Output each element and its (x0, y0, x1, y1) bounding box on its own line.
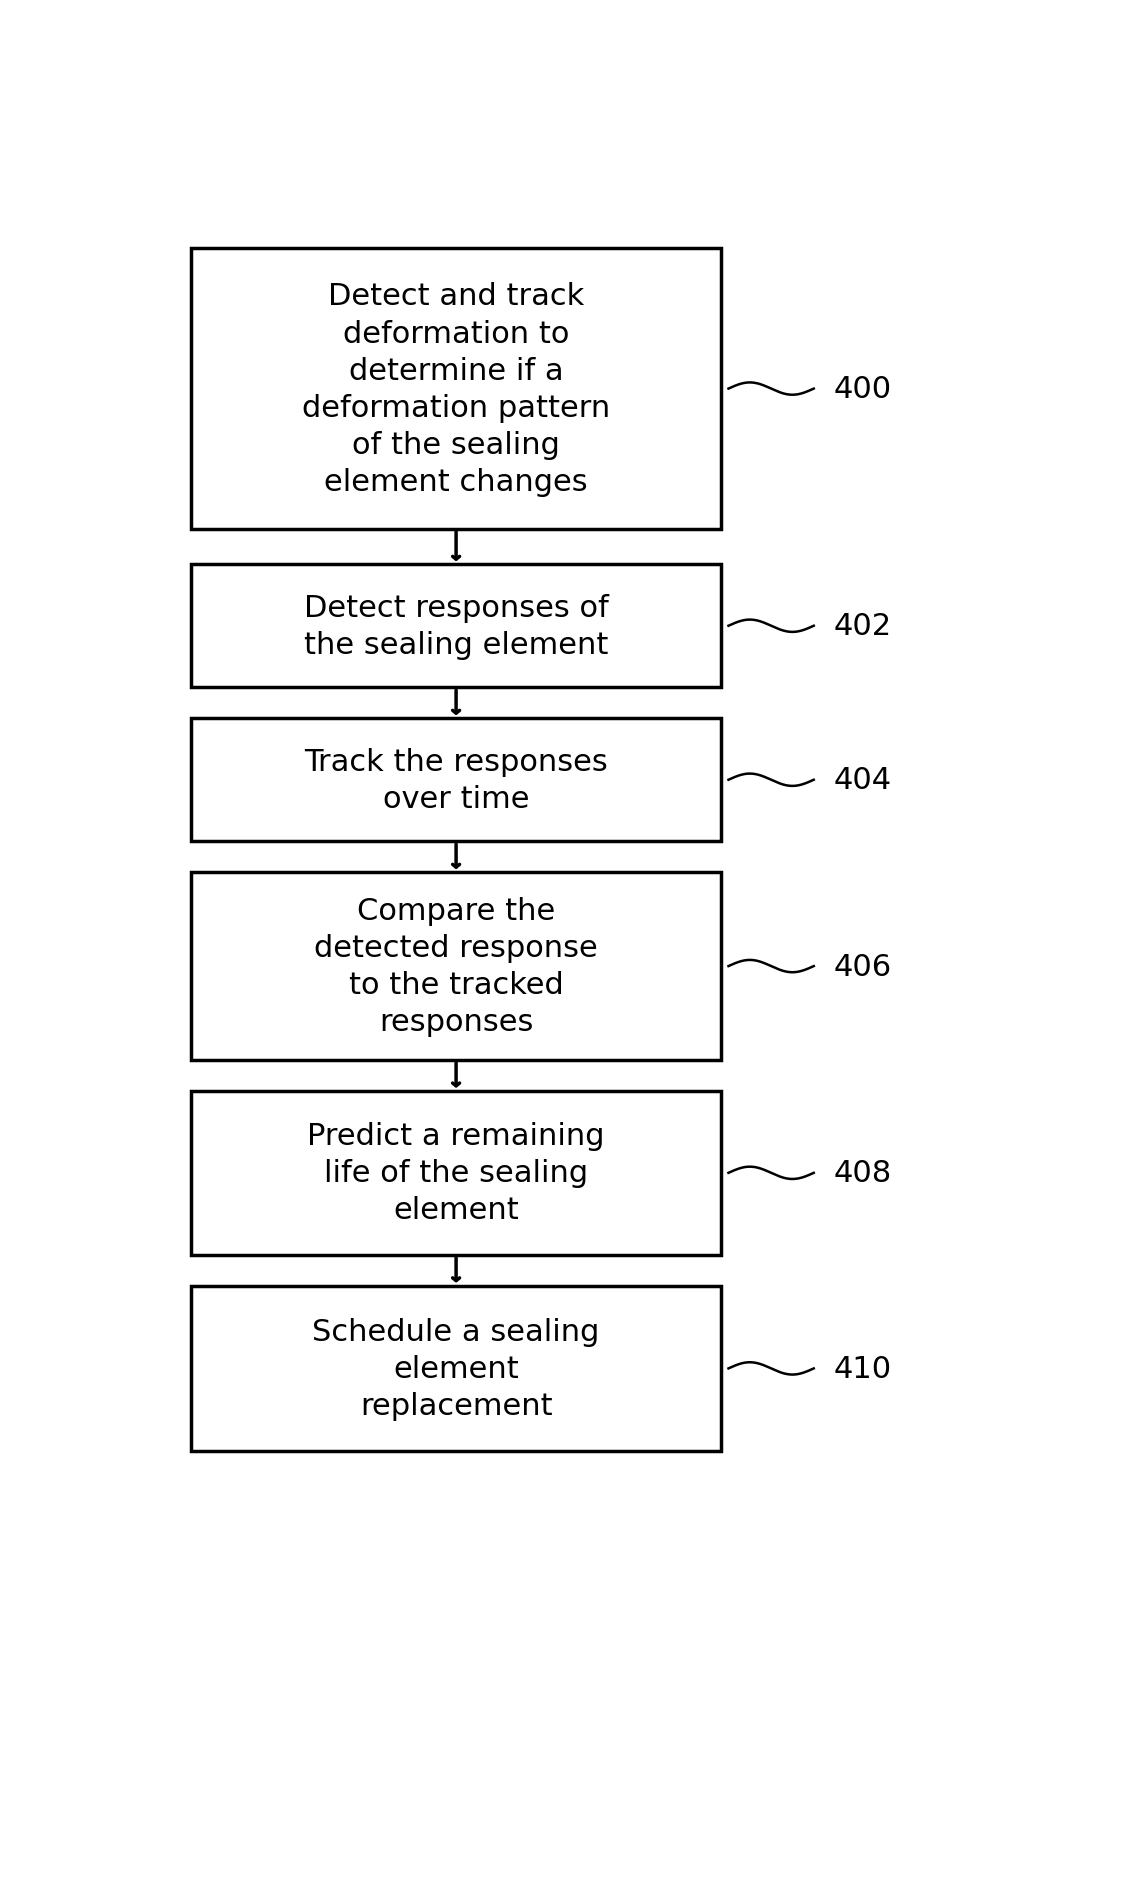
Text: Predict a remaining
life of the sealing
element: Predict a remaining life of the sealing … (307, 1122, 604, 1224)
Text: Compare the
detected response
to the tracked
responses: Compare the detected response to the tra… (314, 896, 598, 1036)
Bar (192, 1287, 720, 1452)
Text: Detect responses of
the sealing element: Detect responses of the sealing element (304, 594, 608, 659)
Bar (192, 566, 720, 687)
Text: 406: 406 (833, 953, 891, 981)
Bar (192, 249, 720, 530)
Text: Schedule a sealing
element
replacement: Schedule a sealing element replacement (312, 1317, 600, 1420)
Text: Detect and track
deformation to
determine if a
deformation pattern
of the sealin: Detect and track deformation to determin… (302, 283, 610, 497)
Text: Track the responses
over time: Track the responses over time (304, 748, 608, 814)
Bar (192, 873, 720, 1061)
Text: 408: 408 (833, 1158, 891, 1188)
Text: 400: 400 (833, 376, 891, 404)
Text: 402: 402 (833, 611, 891, 642)
Text: 404: 404 (833, 765, 891, 795)
Bar (192, 719, 720, 843)
Text: 410: 410 (833, 1353, 891, 1384)
Bar (192, 1091, 720, 1255)
